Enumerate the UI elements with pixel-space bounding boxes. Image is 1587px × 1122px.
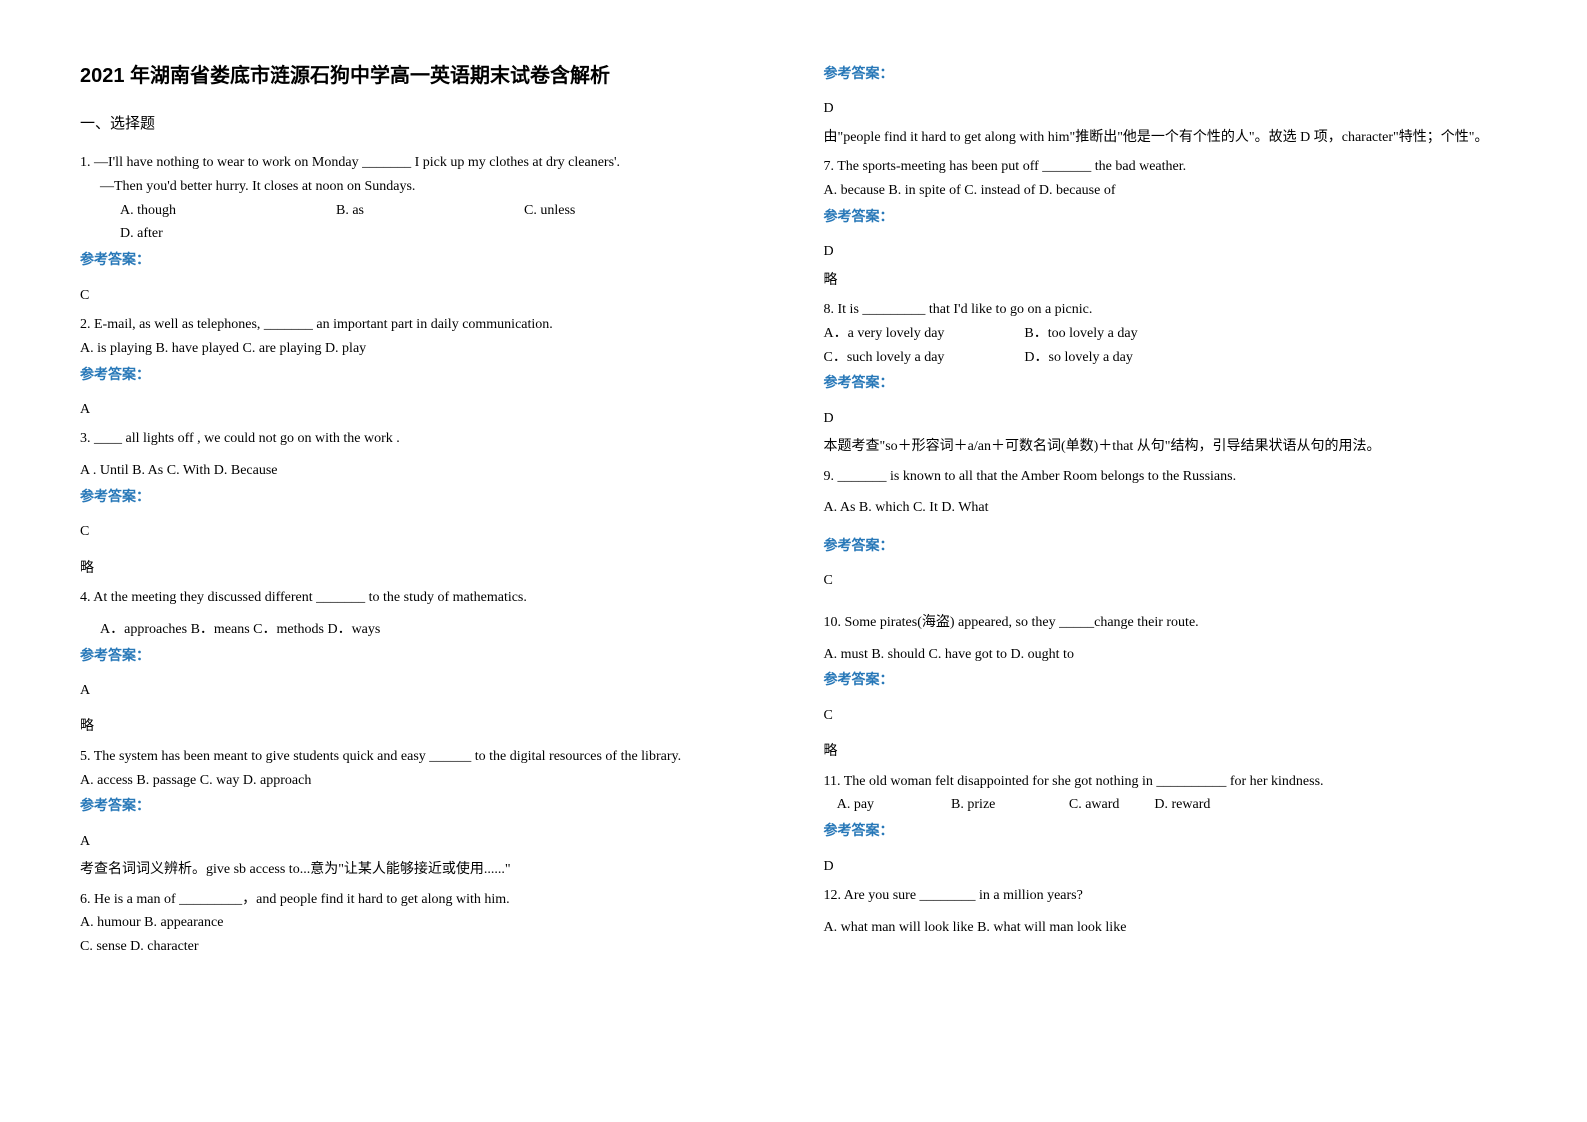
q10-answer: C <box>824 705 1508 727</box>
q4-answer: A <box>80 680 764 702</box>
question-4: 4. At the meeting they discussed differe… <box>80 586 764 642</box>
q2-options: A. is playing B. have played C. are play… <box>80 337 764 361</box>
q6-options-cd: C. sense D. character <box>80 935 764 959</box>
q1-optD: D. after <box>80 222 764 246</box>
question-11: 11. The old woman felt disappointed for … <box>824 770 1508 818</box>
q11-options: A. pay B. prize C. award D. reward <box>824 793 1508 817</box>
q2-answer: A <box>80 399 764 421</box>
q1-optA: A. though <box>120 199 176 223</box>
answer-label: 参考答案： <box>80 796 764 818</box>
section-header: 一、选择题 <box>80 112 764 136</box>
q5-answer: A <box>80 831 764 853</box>
answer-label: 参考答案： <box>824 64 1508 86</box>
q1-answer: C <box>80 285 764 307</box>
left-column: 2021 年湖南省娄底市涟源石狗中学高一英语期末试卷含解析 一、选择题 1. —… <box>50 60 794 1062</box>
question-5: 5. The system has been meant to give stu… <box>80 745 764 793</box>
q3-explanation: 略 <box>80 558 764 580</box>
q8-optD: D．so lovely a day <box>1024 346 1132 370</box>
question-12: 12. Are you sure ________ in a million y… <box>824 884 1508 940</box>
page-title: 2021 年湖南省娄底市涟源石狗中学高一英语期末试卷含解析 <box>80 60 764 92</box>
answer-label: 参考答案： <box>80 250 764 272</box>
q1-optC: C. unless <box>524 199 575 223</box>
question-6: 6. He is a man of _________，and people f… <box>80 888 764 959</box>
q5-explanation: 考查名词词义辨析。give sb access to...意为"让某人能够接近或… <box>80 859 764 881</box>
answer-label: 参考答案： <box>824 536 1508 558</box>
right-column: 参考答案： D 由"people find it hard to get alo… <box>794 60 1538 1062</box>
q6-explanation: 由"people find it hard to get along with … <box>824 127 1508 149</box>
q12-options: A. what man will look like B. what will … <box>824 916 1508 940</box>
q8-optC: C．such lovely a day <box>824 346 945 370</box>
answer-label: 参考答案： <box>80 646 764 668</box>
q1-line1: 1. —I'll have nothing to wear to work on… <box>80 151 764 175</box>
q1-options-row1: A. though B. as C. unless <box>80 199 764 223</box>
q6-stem: 6. He is a man of _________，and people f… <box>80 888 764 912</box>
answer-label: 参考答案： <box>824 821 1508 843</box>
question-3: 3. ____ all lights off , we could not go… <box>80 427 764 483</box>
q9-answer: C <box>824 570 1508 592</box>
q10-explanation: 略 <box>824 741 1508 763</box>
q7-options: A. because B. in spite of C. instead of … <box>824 179 1508 203</box>
q7-answer: D <box>824 241 1508 263</box>
q3-answer: C <box>80 521 764 543</box>
question-1: 1. —I'll have nothing to wear to work on… <box>80 151 764 246</box>
q11-answer: D <box>824 856 1508 878</box>
q12-stem: 12. Are you sure ________ in a million y… <box>824 884 1508 908</box>
q8-answer: D <box>824 408 1508 430</box>
answer-label: 参考答案： <box>824 373 1508 395</box>
q3-stem: 3. ____ all lights off , we could not go… <box>80 427 764 451</box>
q8-optB: B．too lovely a day <box>1024 322 1137 346</box>
q4-options: A．approaches B．means C．methods D．ways <box>80 618 764 642</box>
q5-options: A. access B. passage C. way D. approach <box>80 769 764 793</box>
q2-stem: 2. E-mail, as well as telephones, ______… <box>80 313 764 337</box>
q6-answer: D <box>824 98 1508 120</box>
question-9: 9. _______ is known to all that the Ambe… <box>824 465 1508 521</box>
question-8: 8. It is _________ that I'd like to go o… <box>824 298 1508 369</box>
q6-options-ab: A. humour B. appearance <box>80 911 764 935</box>
answer-label: 参考答案： <box>824 670 1508 692</box>
q1-line2: —Then you'd better hurry. It closes at n… <box>80 175 764 199</box>
q7-explanation: 略 <box>824 270 1508 292</box>
answer-label: 参考答案： <box>80 487 764 509</box>
q11-stem: 11. The old woman felt disappointed for … <box>824 770 1508 794</box>
answer-label: 参考答案： <box>824 207 1508 229</box>
q1-optB: B. as <box>336 199 364 223</box>
q5-stem: 5. The system has been meant to give stu… <box>80 745 764 769</box>
question-7: 7. The sports-meeting has been put off _… <box>824 155 1508 203</box>
q10-stem: 10. Some pirates(海盗) appeared, so they _… <box>824 611 1508 635</box>
q3-options: A . Until B. As C. With D. Because <box>80 459 764 483</box>
q4-stem: 4. At the meeting they discussed differe… <box>80 586 764 610</box>
q9-stem: 9. _______ is known to all that the Ambe… <box>824 465 1508 489</box>
answer-label: 参考答案： <box>80 365 764 387</box>
q7-stem: 7. The sports-meeting has been put off _… <box>824 155 1508 179</box>
q8-stem: 8. It is _________ that I'd like to go o… <box>824 298 1508 322</box>
question-10: 10. Some pirates(海盗) appeared, so they _… <box>824 611 1508 667</box>
q8-explanation: 本题考查"so＋形容词＋a/an＋可数名词(单数)＋that 从句"结构，引导结… <box>824 436 1508 458</box>
q4-explanation: 略 <box>80 716 764 738</box>
q10-options: A. must B. should C. have got to D. ough… <box>824 643 1508 667</box>
q8-optA: A．a very lovely day <box>824 322 945 346</box>
q9-options: A. As B. which C. It D. What <box>824 496 1508 520</box>
question-2: 2. E-mail, as well as telephones, ______… <box>80 313 764 361</box>
